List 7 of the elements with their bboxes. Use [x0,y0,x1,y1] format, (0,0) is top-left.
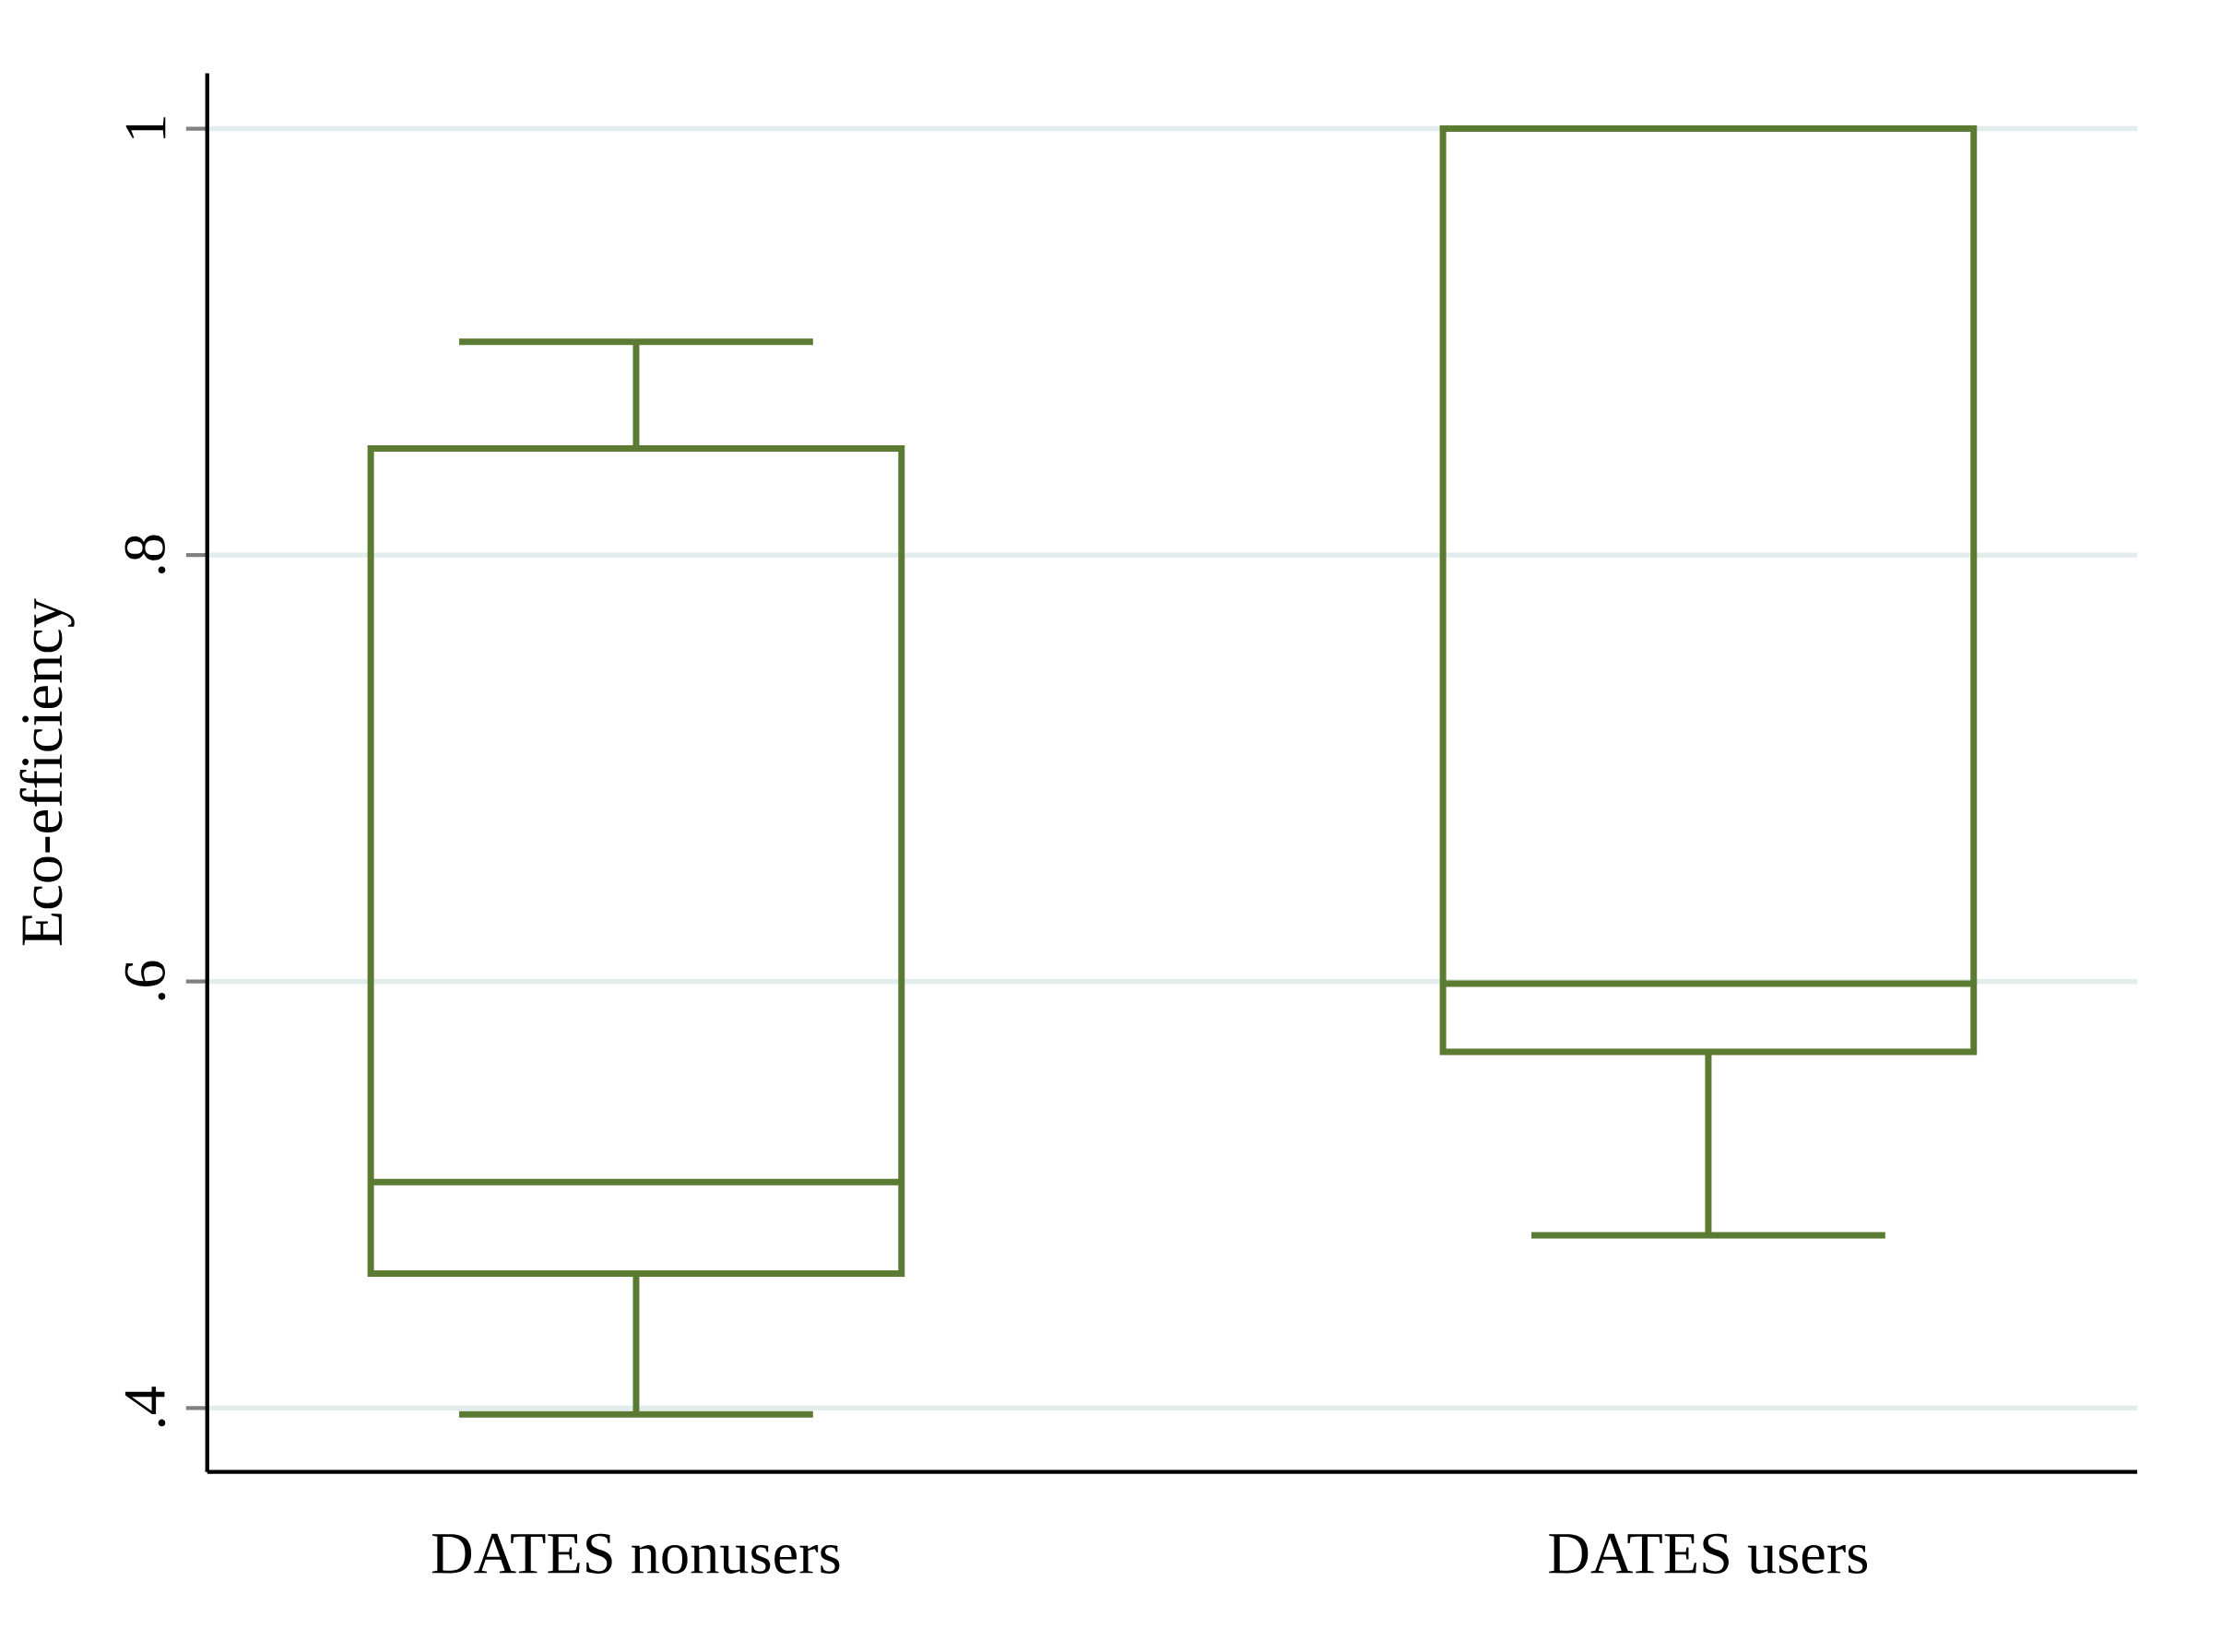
y-tick-label: .6 [124,961,166,1000]
x-tick-label: DATES nonusers [431,1533,840,1574]
y-axis-title: Eco-efficiency [19,598,75,946]
y-tick-label: 1 [125,117,166,138]
y-tick-label: .8 [124,535,166,573]
y-tick-label: .4 [124,1386,166,1427]
x-tick-label: DATES users [1549,1533,1868,1574]
